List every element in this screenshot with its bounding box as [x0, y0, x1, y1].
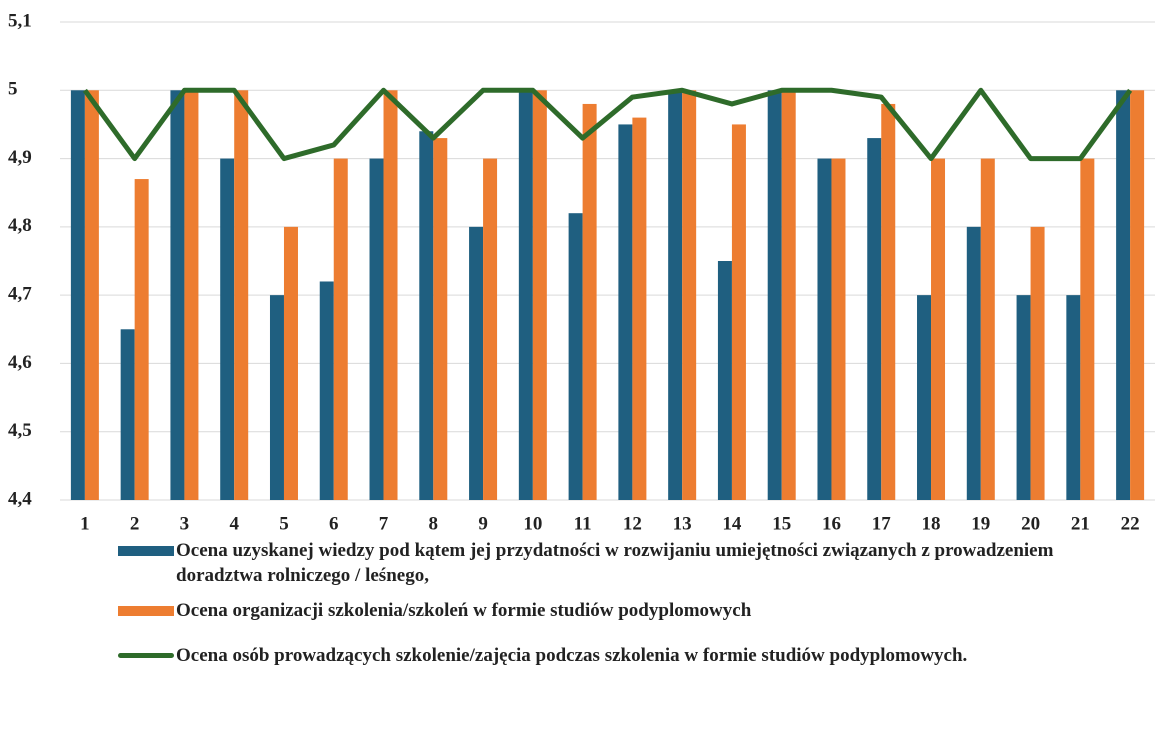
- x-tick-label: 9: [478, 513, 488, 534]
- legend-item: Ocena organizacji szkolenia/szkoleń w fo…: [118, 598, 1118, 623]
- bar: [532, 90, 547, 501]
- bar: [134, 179, 149, 501]
- x-tick-label: 13: [673, 513, 692, 534]
- x-tick-label: 16: [822, 513, 841, 534]
- y-tick-label: 4,9: [8, 147, 32, 168]
- x-tick-label: 8: [429, 513, 439, 534]
- legend-swatch: [118, 653, 174, 658]
- bar: [1066, 295, 1081, 500]
- x-tick-label: 7: [379, 513, 389, 534]
- bar: [682, 90, 697, 501]
- bar: [931, 158, 946, 501]
- bar: [383, 90, 398, 501]
- bar: [917, 295, 932, 500]
- x-tick-label: 21: [1071, 513, 1090, 534]
- bar: [170, 90, 185, 501]
- bar: [980, 158, 995, 501]
- x-tick-label: 15: [772, 513, 791, 534]
- bar: [518, 90, 533, 501]
- legend-swatch: [118, 606, 174, 616]
- bar: [1030, 226, 1045, 500]
- x-tick-label: 12: [623, 513, 642, 534]
- bar: [220, 158, 235, 501]
- bar: [269, 295, 284, 500]
- x-tick-label: 4: [229, 513, 239, 534]
- x-tick-label: 19: [971, 513, 990, 534]
- x-tick-label: 20: [1021, 513, 1040, 534]
- x-tick-label: 22: [1121, 513, 1140, 534]
- y-tick-label: 4,8: [8, 215, 32, 236]
- x-tick-label: 1: [80, 513, 90, 534]
- legend-item: Ocena osób prowadzących szkolenie/zajęci…: [118, 643, 1118, 668]
- bar: [582, 103, 597, 500]
- legend-label: Ocena organizacji szkolenia/szkoleń w fo…: [176, 600, 752, 621]
- bar: [867, 138, 882, 501]
- legend-item: Ocena uzyskanej wiedzy pod kątem jej prz…: [118, 538, 1118, 588]
- bar: [817, 158, 832, 501]
- bar: [1116, 90, 1131, 501]
- bar: [881, 103, 896, 500]
- y-tick-label: 5,1: [8, 10, 32, 31]
- bar: [781, 90, 796, 501]
- x-tick-label: 14: [722, 513, 742, 534]
- bar: [731, 124, 746, 500]
- legend-label: Ocena osób prowadzących szkolenie/zajęci…: [176, 645, 968, 666]
- bar: [184, 90, 199, 501]
- chart: 4,44,54,64,74,84,955,11 2 3 4 5 6 7 8 9 10 11 12 13 1…: [8, 10, 1155, 534]
- x-tick-label: 2: [130, 513, 140, 534]
- bar: [369, 158, 384, 501]
- legend: Ocena uzyskanej wiedzy pod kątem jej prz…: [118, 538, 1118, 678]
- bar: [568, 213, 583, 500]
- bar: [84, 90, 99, 501]
- bar: [333, 158, 348, 501]
- bar: [433, 138, 448, 501]
- y-tick-label: 4,6: [8, 352, 32, 373]
- bar: [469, 226, 484, 500]
- y-tick-label: 4,4: [8, 488, 32, 509]
- x-tick-label: 11: [574, 513, 592, 534]
- bar: [717, 261, 732, 500]
- bar: [234, 90, 249, 501]
- bar: [632, 117, 647, 500]
- line: [82, 87, 1133, 162]
- x-tick-label: 3: [180, 513, 190, 534]
- x-tick-label: 5: [279, 513, 289, 534]
- bar: [70, 90, 85, 501]
- y-tick-label: 5: [8, 79, 18, 100]
- legend-label: Ocena uzyskanej wiedzy pod kątem jej prz…: [176, 540, 1054, 586]
- bar: [767, 90, 782, 501]
- bar: [668, 90, 683, 501]
- bar: [120, 329, 135, 500]
- bar: [319, 281, 334, 500]
- bar: [1080, 158, 1095, 501]
- bar: [283, 226, 298, 500]
- bar: [1016, 295, 1031, 500]
- y-tick-label: 4,7: [8, 284, 32, 305]
- bar: [1130, 90, 1145, 501]
- legend-swatch: [118, 546, 174, 556]
- y-tick-label: 4,5: [8, 420, 32, 441]
- x-tick-label: 6: [329, 513, 339, 534]
- bar: [831, 158, 846, 501]
- bar: [966, 226, 981, 500]
- x-tick-label: 18: [922, 513, 941, 534]
- x-tick-label: 10: [523, 513, 542, 534]
- bar: [419, 131, 434, 500]
- x-tick-label: 17: [872, 513, 892, 534]
- bar: [618, 124, 633, 500]
- bar: [483, 158, 498, 501]
